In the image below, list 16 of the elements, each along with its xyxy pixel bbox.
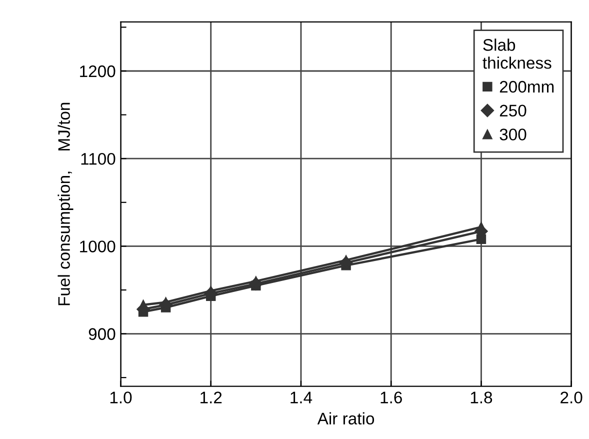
y-tick-label: 1200	[80, 65, 116, 78]
x-tick-label: 1.4	[290, 392, 312, 404]
y-tick-label: 900	[88, 328, 116, 340]
x-tick-label: 2.0	[560, 392, 582, 404]
x-tick-label: 1.6	[380, 392, 402, 404]
y-axis-title: Fuel consumption, MJ/ton	[58, 102, 74, 306]
y-tick-label: 1000	[80, 240, 116, 252]
legend-label: 250	[500, 104, 526, 117]
x-tick-label: 1.2	[200, 392, 222, 404]
x-axis-title: Air ratio	[317, 412, 374, 425]
legend-title: Slab thickness	[482, 38, 552, 69]
x-tick-label: 1.8	[470, 392, 492, 404]
legend-label: 200mm	[500, 80, 554, 93]
legend-label: 300	[500, 128, 526, 140]
y-tick-label: 1100	[81, 152, 116, 165]
x-tick-label: 1.0	[110, 392, 132, 404]
